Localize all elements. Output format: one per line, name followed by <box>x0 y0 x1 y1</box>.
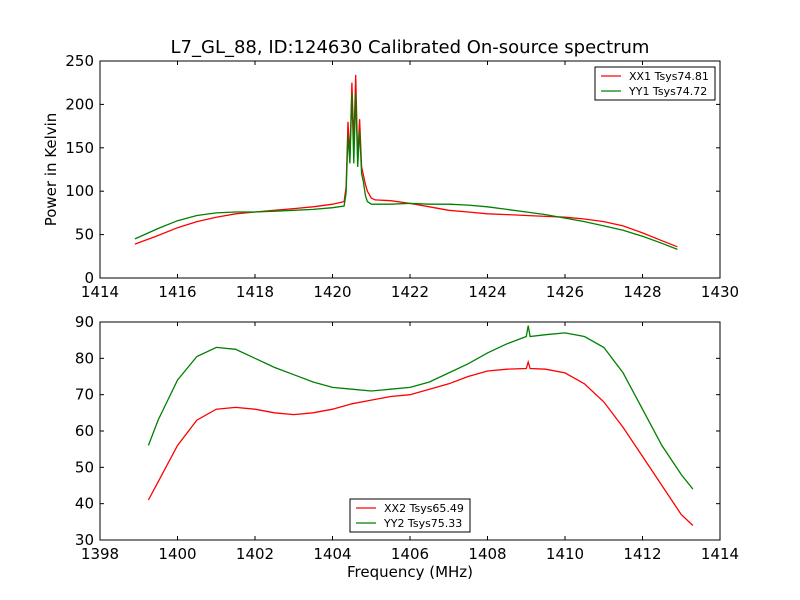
y-tick-label: 90 <box>75 313 94 331</box>
x-tick-label: 1418 <box>236 283 274 301</box>
legend-box <box>594 66 716 101</box>
x-tick-label: 1412 <box>623 545 661 563</box>
legend-entry-label: YY1 Tsys74.72 <box>628 85 707 98</box>
x-tick-label: 1430 <box>701 283 739 301</box>
x-tick-label: 1422 <box>391 283 429 301</box>
x-tick-label: 1398 <box>81 545 119 563</box>
x-tick-label: 1400 <box>158 545 196 563</box>
legend-entry-label: XX1 Tsys74.81 <box>629 70 709 83</box>
y-axis-label: Power in Kelvin <box>42 113 60 227</box>
x-tick-label: 1414 <box>701 545 739 563</box>
x-tick-label: 1408 <box>468 545 506 563</box>
y-tick-label: 0 <box>84 269 94 287</box>
x-tick-label: 1426 <box>546 283 584 301</box>
x-tick-label: 1420 <box>313 283 351 301</box>
x-tick-label: 1402 <box>236 545 274 563</box>
series-line-yy1 <box>134 93 678 251</box>
y-tick-label: 250 <box>65 52 94 70</box>
legend: XX1 Tsys74.81 YY1 Tsys74.72 <box>594 66 716 101</box>
legend: XX2 Tsys65.49 YY2 Tsys75.33 <box>349 498 471 533</box>
y-tick-label: 150 <box>65 139 94 157</box>
y-tick-label: 200 <box>65 95 94 113</box>
y-tick-label: 50 <box>75 226 94 244</box>
top-panel-xx1-yy1: 1414 1416 1418 1420 1422 1424 1426 1428 1430 0 50 1… <box>42 52 739 301</box>
y-tick-label: 80 <box>75 349 94 367</box>
series-line-xx1 <box>134 74 678 248</box>
bottom-panel-xx2-yy2: 1398 1400 1402 1404 1406 1408 1410 1412 1414 30 40… <box>75 313 739 581</box>
y-tick-label: 40 <box>75 495 94 513</box>
x-axis-label: Frequency (MHz) <box>347 563 473 581</box>
x-tick-label: 1416 <box>158 283 196 301</box>
legend-entry-label: XX2 Tsys65.49 <box>384 502 464 515</box>
y-tick-label: 50 <box>75 458 94 476</box>
x-tick-label: 1404 <box>313 545 351 563</box>
legend-box <box>349 498 471 533</box>
x-tick-label: 1406 <box>391 545 429 563</box>
series-line-xx2 <box>147 359 694 526</box>
x-tick-label: 1424 <box>468 283 506 301</box>
x-tick-label: 1410 <box>546 545 584 563</box>
y-tick-label: 30 <box>75 531 94 549</box>
series-line-yy2 <box>147 325 694 490</box>
x-tick-label: 1428 <box>623 283 661 301</box>
legend-entry-label: YY2 Tsys75.33 <box>383 517 462 530</box>
figure-title: L7_GL_88, ID:124630 Calibrated On-source… <box>171 37 650 58</box>
y-tick-label: 70 <box>75 386 94 404</box>
y-tick-label: 60 <box>75 422 94 440</box>
y-tick-label: 100 <box>65 182 94 200</box>
x-tick-label: 1414 <box>81 283 119 301</box>
